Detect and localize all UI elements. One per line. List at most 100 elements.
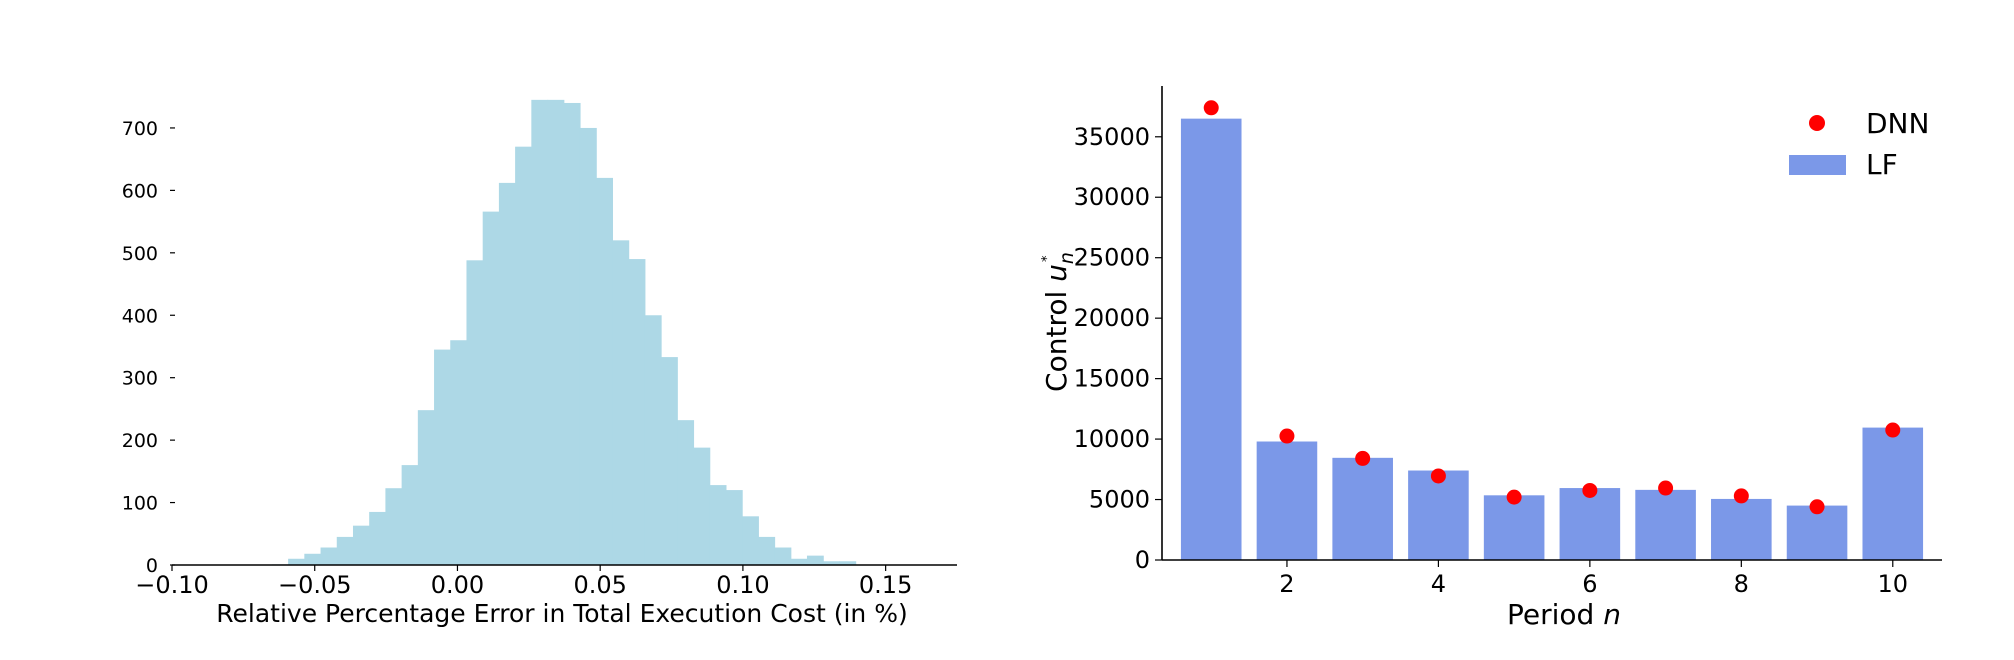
control-x-tick-label: 8 xyxy=(1734,570,1749,598)
control-x-tick-label: 4 xyxy=(1431,570,1446,598)
dnn-point xyxy=(1885,422,1901,438)
histogram-chart: −0.10 −0.05 0.00 0.05 0.10 0.15 0 100 200 300 400 5… xyxy=(122,99,957,628)
histogram-x-tick-label: 0.15 xyxy=(859,571,912,599)
histogram-bar xyxy=(742,516,759,565)
histogram-bar xyxy=(823,561,840,565)
control-bar-chart: 2 4 6 8 10 0 5000 10000 15000 20000 25000 30000 3500… xyxy=(1040,86,1942,631)
histogram-bar xyxy=(336,536,354,565)
histogram-y-tick-label: 300 xyxy=(122,368,158,390)
control-y-tick-label: 25000 xyxy=(1074,244,1150,272)
histogram-bar xyxy=(563,102,581,565)
y-label-subscript: n xyxy=(1056,252,1078,264)
lf-bar xyxy=(1256,441,1318,560)
histogram-y-tick-label: 700 xyxy=(122,118,158,140)
control-y-tick-label: 0 xyxy=(1135,546,1150,574)
histogram-x-tick-label: −0.10 xyxy=(135,571,209,599)
control-bars xyxy=(1180,118,1924,561)
histogram-bar xyxy=(644,315,662,565)
histogram-x-tick-label: −0.05 xyxy=(278,571,352,599)
histogram-bar xyxy=(352,525,370,565)
histogram-y-tick-label: 200 xyxy=(122,430,158,452)
dnn-point xyxy=(1355,450,1371,466)
lf-bar xyxy=(1483,495,1545,560)
lf-bar xyxy=(1711,498,1772,560)
legend-lf-label: LF xyxy=(1866,148,1898,181)
histogram-bar xyxy=(612,240,630,566)
lf-bar xyxy=(1408,470,1469,560)
histogram-bar xyxy=(661,357,678,565)
dnn-point xyxy=(1658,480,1674,496)
control-x-tick-label: 10 xyxy=(1878,570,1909,598)
legend-lf-swatch xyxy=(1789,155,1846,175)
histogram-bar xyxy=(547,99,565,565)
histogram-bar xyxy=(466,260,484,565)
histogram-x-axis-label: Relative Percentage Error in Total Execu… xyxy=(216,599,907,628)
histogram-bar xyxy=(596,177,613,565)
histogram-bar xyxy=(758,536,776,565)
histogram-bar xyxy=(401,465,419,565)
control-x-tick-label: 2 xyxy=(1279,570,1294,598)
lf-bar xyxy=(1635,489,1696,560)
histogram-bar xyxy=(725,490,743,565)
dnn-point xyxy=(1506,489,1522,505)
x-label-word: Period xyxy=(1507,598,1603,631)
control-x-axis-label: Period n xyxy=(1507,598,1621,631)
dnn-point xyxy=(1203,100,1219,116)
histogram-bar xyxy=(774,547,792,565)
histogram-bar xyxy=(482,211,500,565)
legend-dnn-label: DNN xyxy=(1866,107,1929,140)
dnn-point xyxy=(1809,499,1825,515)
y-label-superscript: * xyxy=(1040,255,1055,262)
histogram-bar xyxy=(806,555,824,565)
histogram-axes: −0.10 −0.05 0.00 0.05 0.10 0.15 0 100 200 300 400 5… xyxy=(122,118,957,599)
histogram-bar xyxy=(434,349,451,565)
control-y-tick-label: 5000 xyxy=(1089,486,1150,514)
lf-bar xyxy=(1332,457,1393,560)
histogram-bar xyxy=(709,485,727,565)
lf-bar xyxy=(1180,118,1242,561)
histogram-bar xyxy=(628,259,646,565)
control-x-tick-label: 6 xyxy=(1582,570,1597,598)
histogram-bar xyxy=(531,99,549,565)
histogram-bar xyxy=(320,547,338,565)
dnn-point xyxy=(1733,488,1749,504)
histogram-bar xyxy=(385,488,403,565)
y-label-word: Control xyxy=(1040,282,1073,392)
histogram-bar xyxy=(790,558,808,565)
histogram-y-tick-label: 400 xyxy=(122,305,158,327)
y-label-symbol: u xyxy=(1040,264,1073,282)
lf-bar xyxy=(1786,505,1848,560)
control-y-tick-label: 10000 xyxy=(1074,425,1150,453)
histogram-x-tick-label: 0.05 xyxy=(573,571,626,599)
legend-dnn-marker xyxy=(1809,115,1825,131)
lf-bar xyxy=(1559,488,1621,560)
histogram-y-tick-label: 500 xyxy=(122,243,158,265)
histogram-bar xyxy=(450,340,468,565)
control-y-axis-label: Control un* xyxy=(1040,252,1078,392)
control-y-tick-label: 35000 xyxy=(1074,123,1150,151)
control-y-tick-label: 20000 xyxy=(1074,304,1150,332)
histogram-bar xyxy=(515,146,532,565)
histogram-bar xyxy=(839,561,857,565)
histogram-bar xyxy=(417,410,435,565)
histogram-y-tick-label: 100 xyxy=(122,493,158,515)
histogram-bar xyxy=(677,420,695,565)
control-y-tick-label: 30000 xyxy=(1074,183,1150,211)
control-y-tick-label: 15000 xyxy=(1074,365,1150,393)
histogram-bar xyxy=(304,553,322,565)
histogram-bar xyxy=(498,182,516,565)
histogram-y-tick-label: 600 xyxy=(122,180,158,202)
histogram-bar xyxy=(288,558,305,565)
legend: DNN LF xyxy=(1789,107,1929,181)
histogram-bars xyxy=(271,99,857,566)
histogram-x-tick-label: 0.00 xyxy=(431,571,484,599)
lf-bar xyxy=(1862,427,1924,560)
control-axes: 2 4 6 8 10 0 5000 10000 15000 20000 25000 30000 3500… xyxy=(1074,86,1942,598)
dnn-point xyxy=(1582,482,1598,498)
x-label-symbol: n xyxy=(1603,598,1621,631)
histogram-bar xyxy=(579,127,597,565)
histogram-y-tick-label: 0 xyxy=(146,555,158,577)
histogram-bar xyxy=(369,511,387,565)
dnn-point xyxy=(1430,468,1446,484)
